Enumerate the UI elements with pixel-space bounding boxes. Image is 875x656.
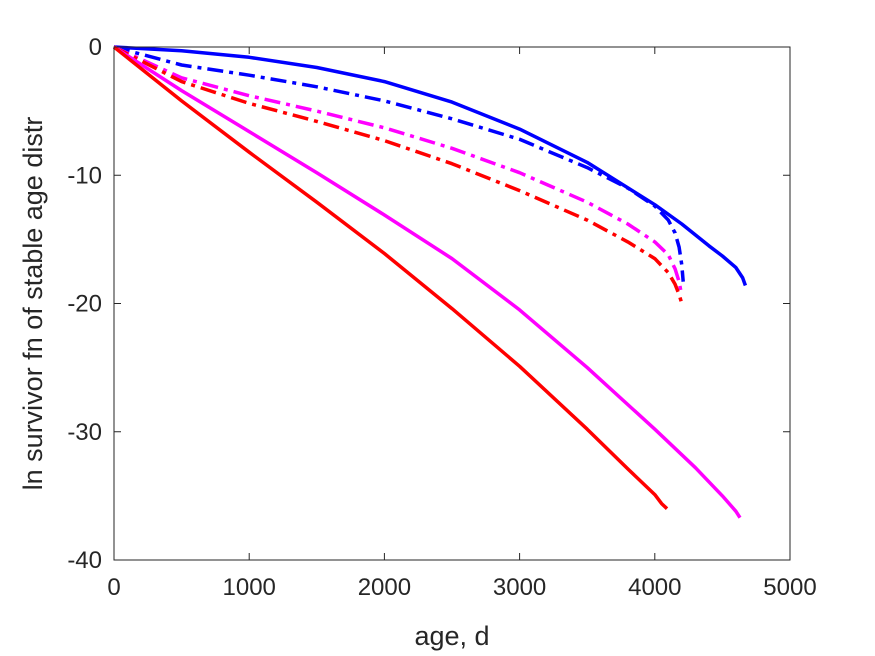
tick-layer: 0 1000 2000 3000 4000 5000 0 -10 -20 -30 -40 [67,34,816,601]
y-tick-label: -20 [67,291,102,318]
series-line-6 [112,45,669,510]
x-axis-label: age, d [414,621,489,651]
x-tick-label: 2000 [358,574,411,601]
series-line-1 [113,45,748,287]
x-tick-label: 5000 [763,574,816,601]
series-line-2 [113,45,685,282]
y-tick-label: -10 [67,162,102,189]
y-tick-label: -30 [67,419,102,446]
x-tick-label: 4000 [628,574,681,601]
series-line-5 [113,45,742,519]
series-line-4 [113,45,684,305]
series-line-3 [113,45,684,297]
x-tick-label: 0 [107,574,120,601]
series-layer [112,45,748,519]
x-tick-label: 1000 [223,574,276,601]
y-axis-label: ln survivor fn of stable age distr [18,117,48,491]
y-tick-label: 0 [89,34,102,61]
x-tick-label: 3000 [493,574,546,601]
y-tick-label: -40 [67,547,102,574]
